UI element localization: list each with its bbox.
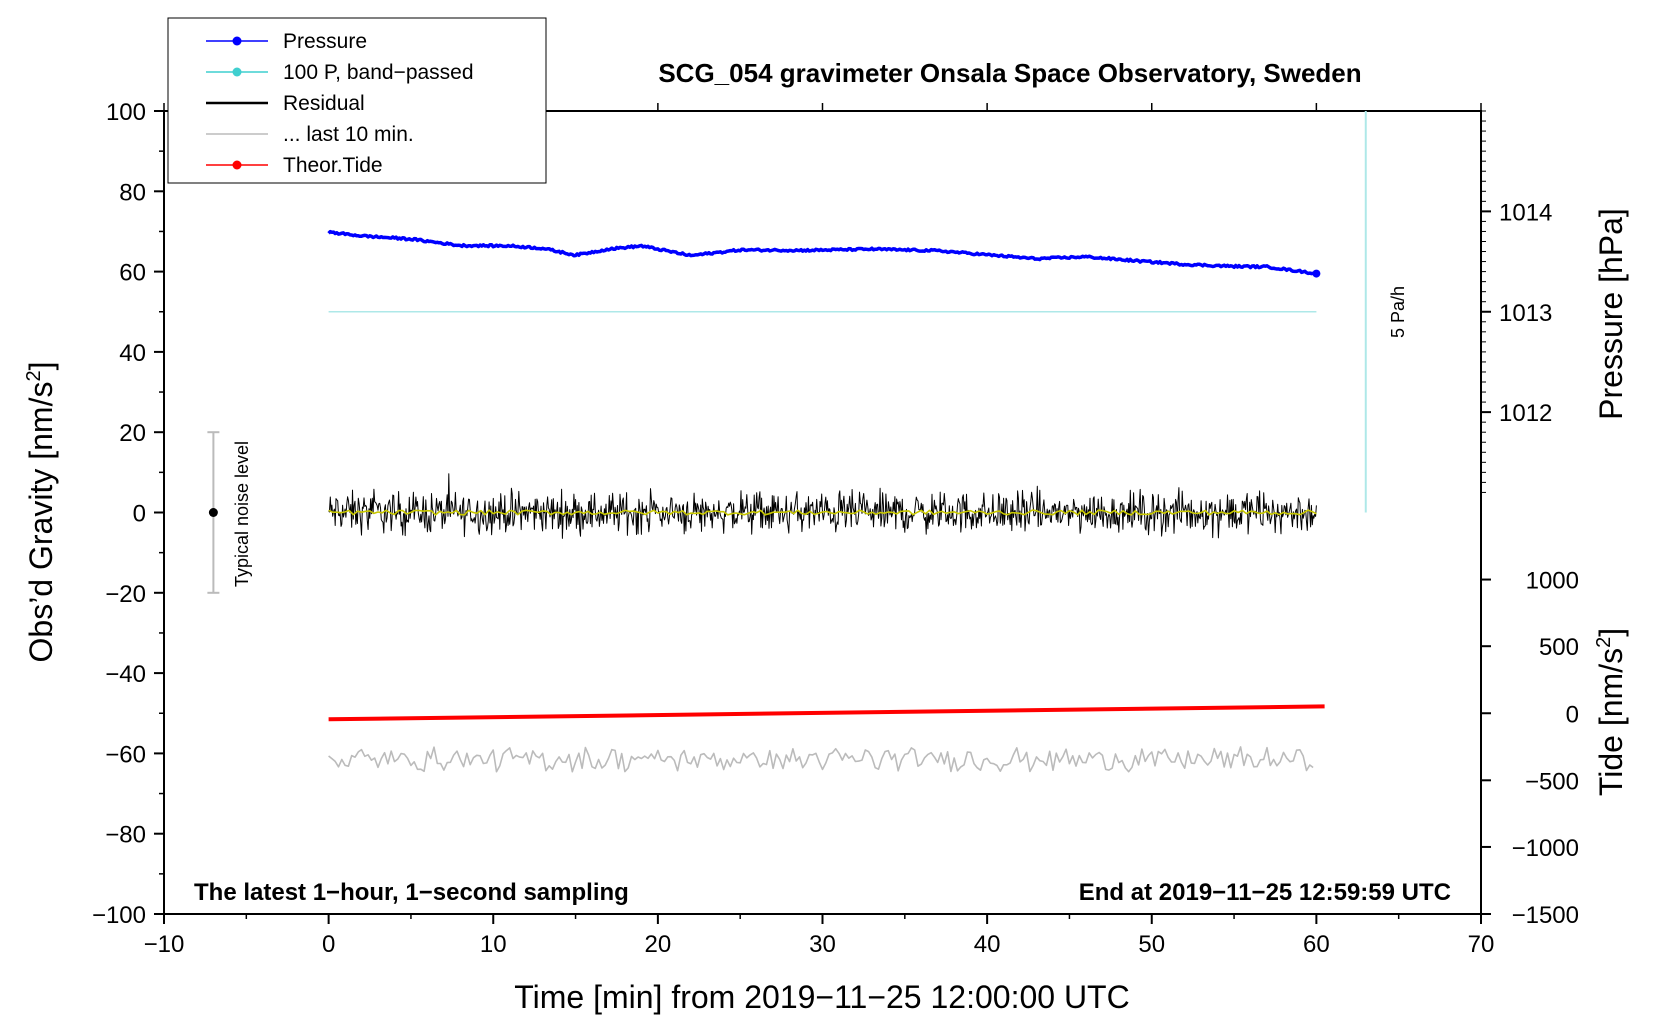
tide-tick-label: −1000 xyxy=(1512,835,1579,862)
y-tick-label: 20 xyxy=(119,420,146,447)
rate-marker-label: 5 Pa/h xyxy=(1388,286,1408,338)
y-tick-label: 0 xyxy=(133,501,146,528)
tide-axis-label-text: Tide [nm/s xyxy=(1593,648,1629,796)
noise-level-label: Typical noise level xyxy=(232,441,252,587)
series-residual-smoothed xyxy=(328,509,1317,516)
legend-label: ... last 10 min. xyxy=(283,123,414,146)
y-tick-label: 100 xyxy=(106,99,146,126)
noise-level-bar xyxy=(207,431,220,594)
x-axis: −10 0 10 20 30 40 50 60 70 xyxy=(144,103,1495,958)
chart-title: SCG_054 gravimeter Onsala Space Observat… xyxy=(658,58,1361,88)
x-axis-label: Time [min] from 2019−11−25 12:00:00 UTC xyxy=(514,979,1129,1015)
y-axis-label-text: Obs’d Gravity [nm/s xyxy=(23,382,59,663)
tide-axis-label: Tide [nm/s2] xyxy=(1593,628,1629,796)
x-tick-label: 40 xyxy=(974,931,1001,958)
x-tick-label: 20 xyxy=(645,931,672,958)
x-tick-label: 30 xyxy=(809,931,836,958)
tide-tick-label: 0 xyxy=(1566,701,1579,728)
legend-box xyxy=(167,17,547,184)
series-layer xyxy=(327,229,1325,773)
pressure-axis: 1012 1013 1014 xyxy=(1481,110,1552,493)
pressure-axis-label: Pressure [hPa] xyxy=(1593,208,1629,420)
tide-axis-label-close: ] xyxy=(1593,628,1629,637)
y-tick-label: −80 xyxy=(105,822,146,849)
y-axis: −100 −80 −60 −40 −20 0 20 40 60 80 100 xyxy=(92,99,164,929)
legend-label: 100 P, band−passed xyxy=(283,61,474,84)
x-tick-label: 50 xyxy=(1138,931,1165,958)
y-axis-label: Obs’d Gravity [nm/s2] xyxy=(23,362,59,663)
x-tick-label: 0 xyxy=(322,931,335,958)
legend-marker xyxy=(232,160,242,170)
y-tick-label: −20 xyxy=(105,581,146,608)
tide-tick-label: −500 xyxy=(1525,768,1579,795)
tide-tick-label: 1000 xyxy=(1526,568,1579,595)
footer-left: The latest 1−hour, 1−second sampling xyxy=(194,879,629,906)
tide-axis: −1500 −1000 −500 0 500 1000 xyxy=(1481,568,1579,929)
y-tick-label: 80 xyxy=(119,179,146,206)
legend-label: Theor.Tide xyxy=(283,154,383,177)
footer-right: End at 2019−11−25 12:59:59 UTC xyxy=(1079,879,1451,906)
y-tick-label: −40 xyxy=(105,661,146,688)
series-last-10-min xyxy=(328,746,1314,773)
tide-axis-label-sup: 2 xyxy=(1593,637,1615,648)
noise-bar-dot xyxy=(208,508,218,517)
x-tick-label: 70 xyxy=(1468,931,1495,958)
pressure-tick-label: 1014 xyxy=(1499,199,1552,226)
x-tick-label: 10 xyxy=(480,931,507,958)
y-axis-label-close: ] xyxy=(23,362,59,371)
series-theor-tide xyxy=(328,704,1325,722)
legend-label: Residual xyxy=(283,92,365,115)
y-tick-label: 40 xyxy=(119,340,146,367)
legend-marker xyxy=(232,67,242,77)
legend: Pressure 100 P, band−passed Residual ... la… xyxy=(167,17,547,184)
y-axis-label-sup: 2 xyxy=(23,370,45,381)
pressure-tick-label: 1013 xyxy=(1499,300,1552,327)
y-tick-label: −100 xyxy=(92,902,146,929)
tide-tick-label: −1500 xyxy=(1512,902,1579,929)
y-tick-label: 60 xyxy=(119,260,146,287)
y-tick-label: −60 xyxy=(105,741,146,768)
legend-label: Pressure xyxy=(283,30,367,53)
pressure-tick-label: 1012 xyxy=(1499,400,1552,427)
x-tick-label: 60 xyxy=(1303,931,1330,958)
pressure-end-dot xyxy=(1312,269,1321,278)
legend-marker xyxy=(232,36,242,46)
series-pressure xyxy=(327,229,1316,276)
tide-tick-label: 500 xyxy=(1539,634,1579,661)
x-tick-label: −10 xyxy=(144,931,185,958)
